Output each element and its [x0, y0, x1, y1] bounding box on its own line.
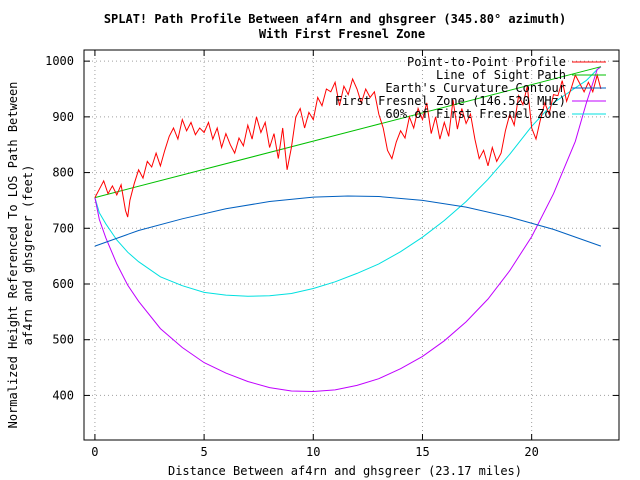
series-lines	[94, 66, 602, 393]
y-axis-label-line-2: af4rn and ghsgreer (feet)	[21, 165, 35, 346]
y-tick-label-400: 400	[52, 388, 74, 402]
chart-subtitle: With First Fresnel Zone	[259, 27, 425, 41]
y-tick-label-700: 700	[52, 221, 74, 235]
x-tick-label-20: 20	[524, 445, 538, 459]
legend-label-3: Earth's Curvature Contour	[385, 81, 566, 95]
legend-label-2: Line of Sight Path	[436, 68, 566, 82]
axis-ticks: 400 500 600 700 800 900 1000 0 5 10 15 20	[45, 50, 619, 459]
x-tick-label-0: 0	[91, 445, 98, 459]
chart-title: SPLAT! Path Profile Between af4rn and gh…	[104, 12, 566, 26]
y-tick-label-600: 600	[52, 277, 74, 291]
legend-label-1: Point-to-Point Profile	[407, 55, 566, 69]
y-tick-label-1000: 1000	[45, 54, 74, 68]
x-tick-label-10: 10	[306, 445, 320, 459]
legend-label-4: First Fresnel Zone (146.520 MHz)	[335, 94, 566, 108]
y-tick-label-800: 800	[52, 166, 74, 180]
x-axis-label: Distance Between af4rn and ghsgreer (23.…	[168, 464, 522, 478]
x-tick-label-5: 5	[200, 445, 207, 459]
x-tick-label-15: 15	[415, 445, 429, 459]
grid-lines	[84, 50, 619, 440]
series-line-2	[94, 66, 602, 199]
y-tick-label-500: 500	[52, 333, 74, 347]
plot-frame	[83, 49, 620, 441]
series-line-4	[94, 66, 602, 393]
series-line-5	[94, 66, 602, 297]
y-tick-label-900: 900	[52, 110, 74, 124]
y-axis-label-line-1: Normalized Height Referenced To LOS Path…	[6, 82, 20, 429]
series-line-1	[94, 73, 602, 218]
legend-label-5: 60% of First Fresnel Zone	[385, 107, 566, 121]
y-axis-label: Normalized Height Referenced To LOS Path…	[6, 82, 35, 429]
series-line-3	[94, 195, 602, 247]
